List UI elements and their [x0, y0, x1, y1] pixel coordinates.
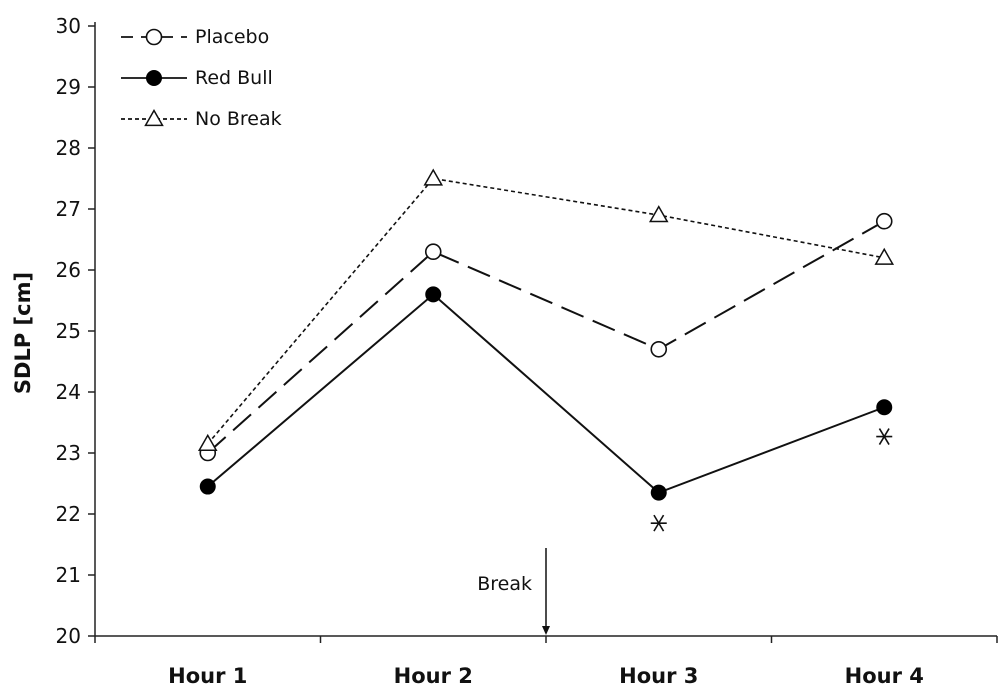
- y-tick-label: 24: [56, 380, 81, 404]
- asterisk-stroke: [878, 428, 890, 445]
- data-point-placebo-hour-3: [650, 340, 668, 358]
- significance-markers: [650, 428, 893, 532]
- series-line-placebo: [207, 220, 885, 454]
- legend-label-placebo: Placebo: [195, 26, 269, 48]
- data-point-red-bull-hour-2: [425, 286, 442, 303]
- break-arrow-head: [542, 626, 550, 635]
- series-no-break: [197, 168, 895, 451]
- y-tick-label: 23: [56, 441, 81, 465]
- significance-asterisk-hour-4: [876, 428, 893, 445]
- annotations: Break: [477, 548, 550, 635]
- y-tick-label: 30: [56, 14, 81, 38]
- data-point-red-bull-hour-4: [876, 399, 893, 416]
- data-point-red-bull-hour-1: [199, 478, 216, 495]
- y-axis-ticks: 20 21 22 23 24 25 26 27 28 29 30: [56, 14, 95, 648]
- y-tick-label: 26: [56, 258, 81, 282]
- asterisk-stroke: [653, 514, 665, 532]
- legend-swatch-marker: [144, 108, 164, 127]
- data-point-no-break-hour-4: [874, 247, 895, 265]
- series-line-red-bull: [207, 293, 885, 494]
- legend: Placebo Red Bull No Break: [121, 26, 282, 130]
- series-layer: [197, 168, 895, 501]
- y-tick-label: 28: [56, 136, 81, 160]
- break-label: Break: [477, 573, 532, 595]
- y-tick-label: 27: [56, 197, 81, 221]
- legend-item-red-bull: Red Bull: [121, 67, 273, 89]
- y-tick-label: 22: [56, 502, 81, 526]
- x-tick-label-hour-4: Hour 4: [845, 664, 924, 688]
- data-point-placebo-hour-4: [875, 212, 893, 230]
- y-tick-label: 20: [56, 624, 81, 648]
- x-axis-ticks: Hour 1 Hour 2 Hour 3 Hour 4: [94, 636, 998, 688]
- legend-label-red-bull: Red Bull: [195, 67, 273, 89]
- series-placebo: [199, 212, 893, 462]
- x-tick-label-hour-2: Hour 2: [394, 664, 473, 688]
- data-point-placebo-hour-2: [424, 243, 442, 260]
- significance-asterisk-hour-3: [650, 514, 667, 532]
- data-point-no-break-hour-3: [648, 205, 669, 223]
- legend-item-no-break: No Break: [121, 108, 282, 130]
- data-point-no-break-hour-1: [197, 433, 218, 451]
- legend-label-no-break: No Break: [195, 108, 282, 130]
- legend-item-placebo: Placebo: [121, 26, 269, 48]
- y-axis-title: SDLP [cm]: [11, 272, 35, 394]
- legend-swatch-marker: [145, 28, 163, 46]
- legend-swatch-marker: [146, 70, 162, 86]
- data-point-no-break-hour-2: [423, 168, 444, 186]
- data-point-red-bull-hour-3: [650, 484, 667, 501]
- x-tick-label-hour-3: Hour 3: [619, 664, 698, 688]
- series-line-no-break: [207, 177, 885, 445]
- y-tick-label: 21: [56, 563, 81, 587]
- y-tick-label: 25: [56, 319, 81, 343]
- y-tick-label: 29: [56, 75, 81, 99]
- x-tick-label-hour-1: Hour 1: [168, 664, 247, 688]
- series-red-bull: [199, 286, 893, 501]
